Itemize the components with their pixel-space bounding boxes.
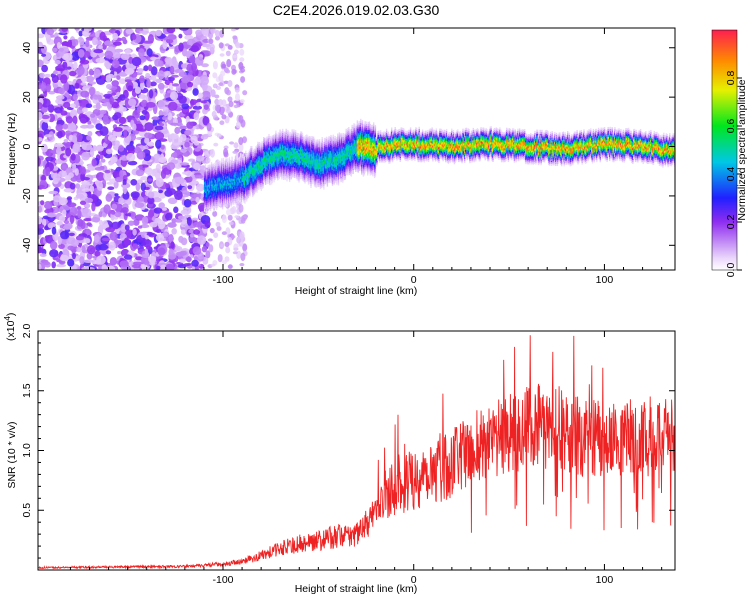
colorbar-tick-label: 0.6 [725, 119, 737, 134]
spectrogram-panel: -100 0 100 -40 -20 0 20 40 Height of straight l… [6, 27, 676, 297]
snr-series-line [38, 335, 675, 570]
snr-multiplier-base: (x10 [5, 320, 17, 341]
snr-x-tick-label: 0 [411, 574, 417, 586]
colorbar-gradient [711, 29, 738, 271]
colorbar-tick-label: 0.4 [725, 167, 737, 182]
snr-y-tick-label: 1.0 [21, 443, 33, 458]
snr-background [38, 331, 675, 570]
snr-multiplier: (x104) [3, 313, 17, 341]
snr-x-axis-label: Height of straight line (km) [295, 583, 418, 595]
snr-x-tick-label: -100 [212, 574, 233, 586]
snr-multiplier-close: ) [5, 313, 17, 317]
colorbar: 0.0 0.2 0.4 0.6 0.8 Normalized spectral ampl… [711, 29, 748, 278]
spectrogram-heatmap [38, 28, 675, 270]
spectrogram-y-axis-label: Frequency (Hz) [6, 113, 18, 185]
snr-y-tick-label: 2.0 [21, 324, 33, 339]
spectrogram-y-tick-label: 0 [21, 143, 33, 149]
colorbar-tick-label: 0.2 [725, 215, 737, 230]
spectrogram-y-tick-label: 40 [21, 42, 33, 54]
spectrogram-y-tick-label: -20 [21, 188, 33, 203]
colorbar-tick-label: 0.8 [725, 71, 737, 86]
snr-panel: -100 0 100 0.5 1.0 1.5 2.0 Height of straight … [3, 313, 676, 595]
spectrogram-y-tick-label: -40 [21, 238, 33, 253]
snr-y-axis-label: SNR (10 * v/v) [6, 421, 18, 488]
snr-x-tick-label: 100 [596, 574, 614, 586]
spectrogram-y-tick-label: 20 [21, 91, 33, 103]
colorbar-label: Normalized spectral amplitude [736, 79, 748, 220]
colorbar-tick-label: 0.0 [725, 263, 737, 278]
spectrogram-x-tick-label: 0 [411, 274, 417, 286]
snr-y-tick-label: 0.5 [21, 503, 33, 518]
snr-y-tick-label: 1.5 [21, 383, 33, 398]
spectrogram-x-axis-label: Height of straight line (km) [295, 285, 418, 297]
spectrogram-x-tick-label: 100 [596, 274, 614, 286]
snr-multiplier-exponent: 4 [3, 316, 12, 321]
spectrogram-x-tick-label: -100 [212, 274, 233, 286]
chart-title: C2E4.2026.019.02.03.G30 [273, 2, 440, 18]
